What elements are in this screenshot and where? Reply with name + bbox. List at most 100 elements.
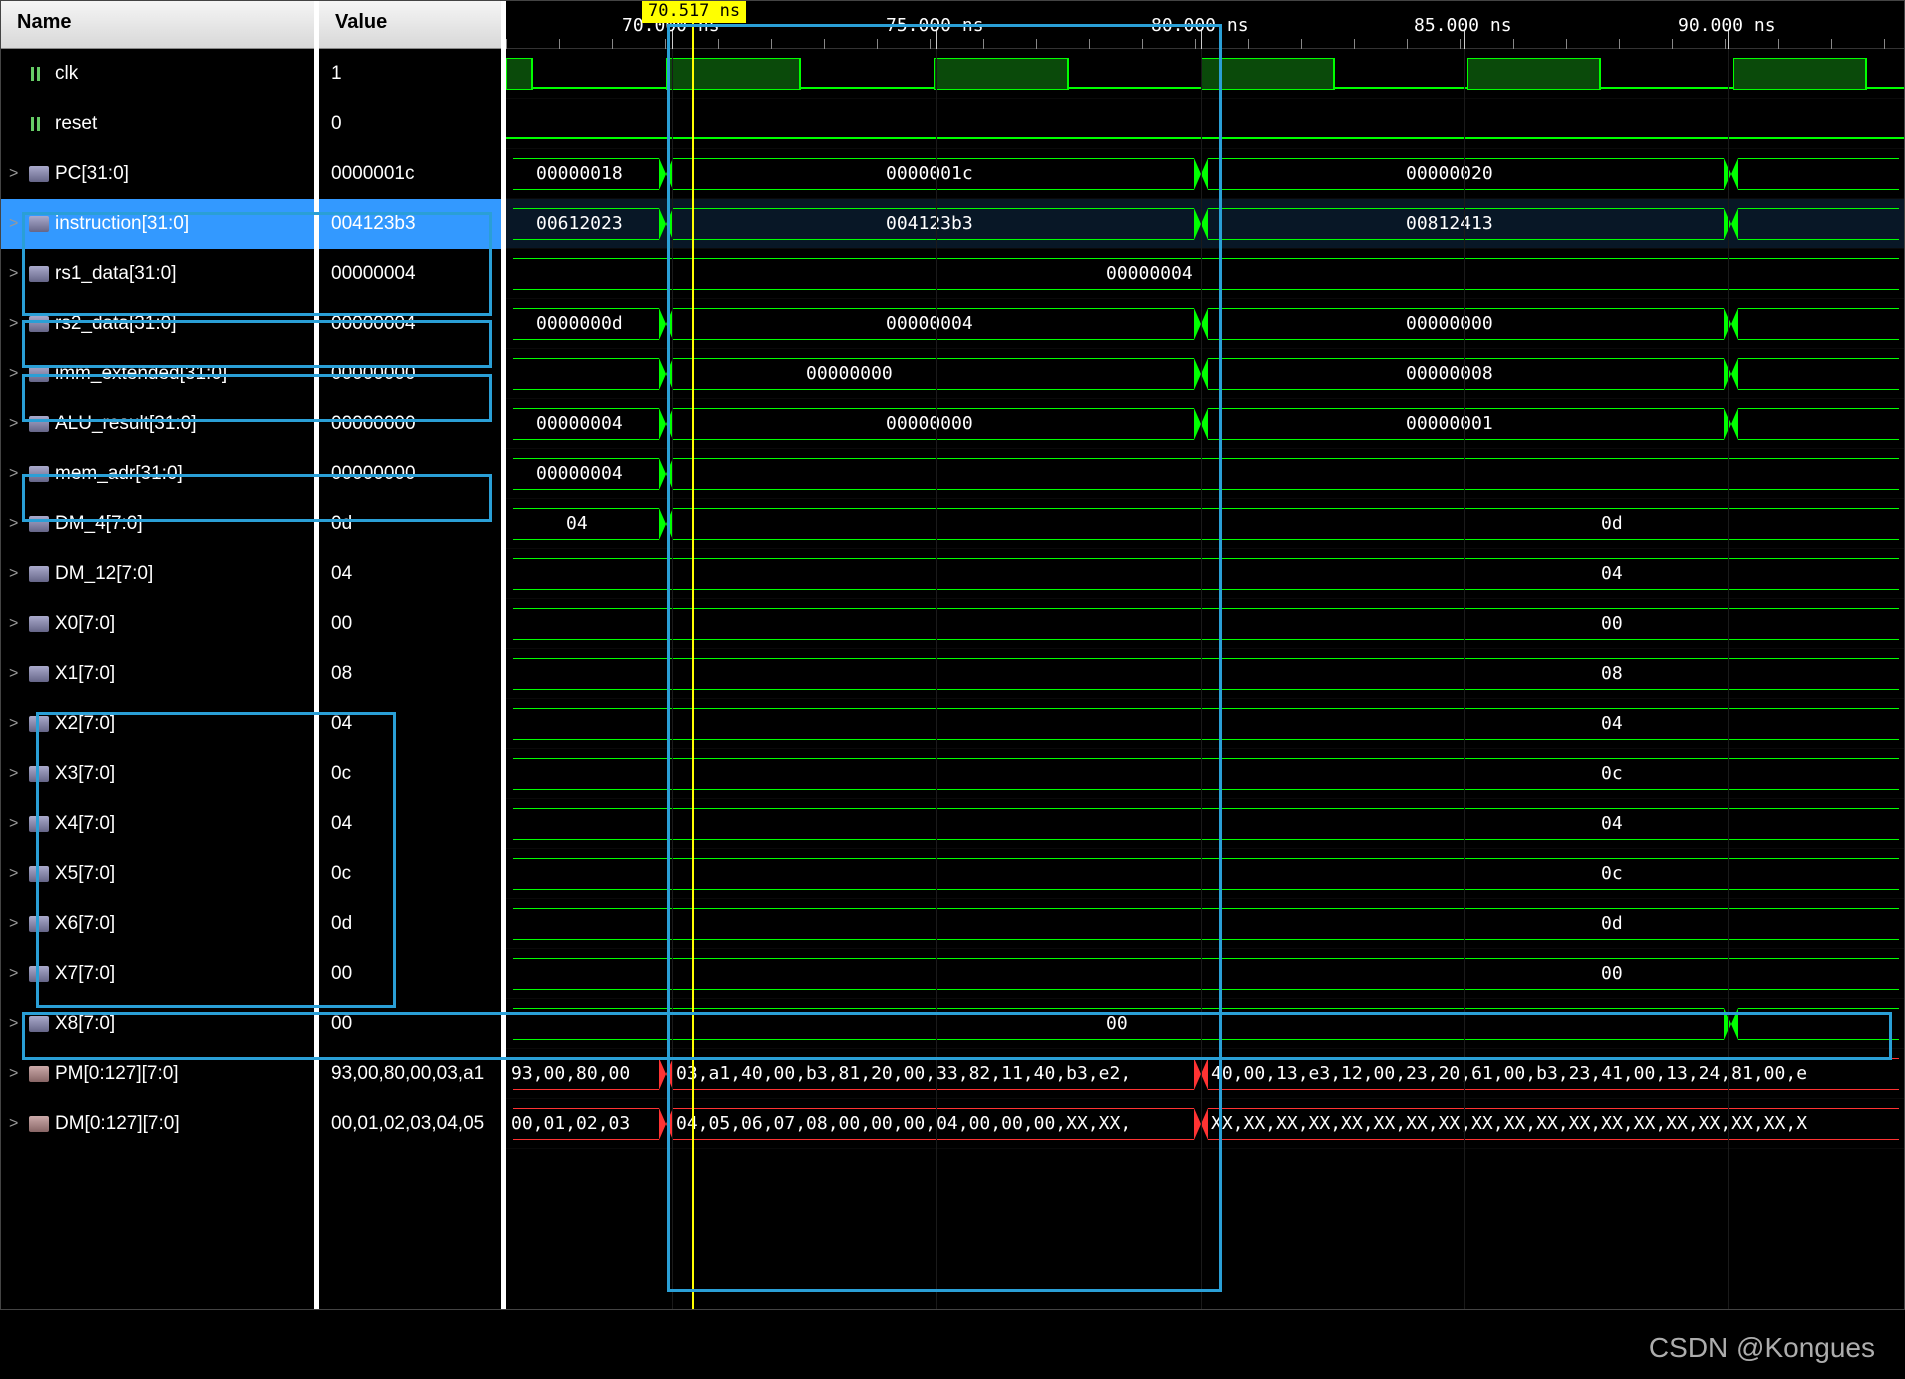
signal-name-row[interactable]: clk xyxy=(1,49,314,99)
signal-value-row[interactable]: 1 xyxy=(319,49,501,99)
signal-value-row[interactable]: 0000001c xyxy=(319,149,501,199)
signal-name-row[interactable]: >DM_4[7:0] xyxy=(1,499,314,549)
signal-name-row[interactable]: >ALU_result[31:0] xyxy=(1,399,314,449)
cursor-line[interactable] xyxy=(692,1,694,1309)
expand-icon[interactable]: > xyxy=(9,365,23,383)
bus-value-label: 00612023 xyxy=(536,213,623,234)
waveform-row[interactable] xyxy=(506,99,1904,149)
signal-value-row[interactable]: 0d xyxy=(319,899,501,949)
signal-name-row[interactable]: >rs2_data[31:0] xyxy=(1,299,314,349)
signal-value-row[interactable]: 00 xyxy=(319,599,501,649)
signal-type-icon xyxy=(29,466,49,482)
signal-value-row[interactable]: 0c xyxy=(319,749,501,799)
expand-icon[interactable]: > xyxy=(9,615,23,633)
signal-value-row[interactable]: 004123b3 xyxy=(319,199,501,249)
expand-icon[interactable]: > xyxy=(9,665,23,683)
expand-icon[interactable]: > xyxy=(9,915,23,933)
signal-name-row[interactable]: >mem_adr[31:0] xyxy=(1,449,314,499)
waveform-row[interactable]: 0d xyxy=(506,899,1904,949)
signal-value-row[interactable]: 0c xyxy=(319,849,501,899)
signal-type-icon xyxy=(29,666,49,682)
signal-name-row[interactable]: >DM_12[7:0] xyxy=(1,549,314,599)
signal-name-row[interactable]: > X5[7:0] xyxy=(1,849,314,899)
waveform-row[interactable]: 00000004 xyxy=(506,449,1904,499)
expand-icon[interactable]: > xyxy=(9,415,23,433)
waveform-row[interactable]: 08 xyxy=(506,649,1904,699)
signal-name-row[interactable]: >X7[7:0] xyxy=(1,949,314,999)
signal-name-row[interactable]: >X8[7:0] xyxy=(1,999,314,1049)
waveform-row[interactable]: 00 xyxy=(506,599,1904,649)
signal-value-row[interactable]: 0d xyxy=(319,499,501,549)
signal-name-label: X5[7:0] xyxy=(55,863,115,885)
signal-value-row[interactable]: 04 xyxy=(319,549,501,599)
expand-icon[interactable]: > xyxy=(9,215,23,233)
signal-value-row[interactable]: 00,01,02,03,04,05 xyxy=(319,1099,501,1149)
signal-value-row[interactable]: 00000000 xyxy=(319,399,501,449)
waveform-row[interactable]: 0000000000000008 xyxy=(506,349,1904,399)
waveform-row[interactable]: 04 xyxy=(506,549,1904,599)
expand-icon[interactable]: > xyxy=(9,315,23,333)
bus-value-label: 00 xyxy=(1601,613,1623,634)
signal-value-row[interactable]: 0 xyxy=(319,99,501,149)
signal-value-row[interactable]: 00000004 xyxy=(319,299,501,349)
expand-icon[interactable]: > xyxy=(9,465,23,483)
signal-value-row[interactable]: 08 xyxy=(319,649,501,699)
signal-value-row[interactable]: 00000000 xyxy=(319,449,501,499)
waveform-row[interactable]: 0000000d0000000400000000 xyxy=(506,299,1904,349)
signal-name-row[interactable]: >X2[7:0] xyxy=(1,699,314,749)
signal-value-row[interactable]: 93,00,80,00,03,a1 xyxy=(319,1049,501,1099)
signal-name-row[interactable]: >X6[7:0] xyxy=(1,899,314,949)
expand-icon[interactable]: > xyxy=(9,965,23,983)
waveform-row[interactable]: 00,01,02,0304,05,06,07,08,00,00,00,04,00… xyxy=(506,1099,1904,1149)
signal-value-label: 1 xyxy=(331,63,342,85)
cursor-flag[interactable]: 70.517 ns xyxy=(642,1,746,23)
signal-name-row[interactable]: >PC[31:0] xyxy=(1,149,314,199)
signal-value-row[interactable]: 04 xyxy=(319,699,501,749)
waveform-row[interactable]: 93,00,80,0003,a1,40,00,b3,81,20,00,33,82… xyxy=(506,1049,1904,1099)
waveform-row[interactable]: 000000040000000000000001 xyxy=(506,399,1904,449)
signal-name-row[interactable]: >X1[7:0] xyxy=(1,649,314,699)
waveform-row[interactable]: 040d xyxy=(506,499,1904,549)
signal-name-row[interactable]: >PM[0:127][7:0] xyxy=(1,1049,314,1099)
expand-icon[interactable]: > xyxy=(9,565,23,583)
waveform-row[interactable]: 0c xyxy=(506,849,1904,899)
signal-name-label: X0[7:0] xyxy=(55,613,115,635)
expand-icon[interactable]: > xyxy=(9,865,23,883)
signal-name-row[interactable]: >instruction[31:0] xyxy=(1,199,314,249)
signal-type-icon xyxy=(29,1066,49,1082)
expand-icon[interactable]: > xyxy=(9,1115,23,1133)
signal-value-row[interactable]: 00 xyxy=(319,999,501,1049)
signal-name-row[interactable]: >X4[7:0] xyxy=(1,799,314,849)
waveform-row[interactable]: 00 xyxy=(506,999,1904,1049)
expand-icon[interactable]: > xyxy=(9,715,23,733)
waveform-row[interactable]: 000000180000001c00000020 xyxy=(506,149,1904,199)
waveform-row[interactable]: 00 xyxy=(506,949,1904,999)
signal-name-row[interactable]: >rs1_data[31:0] xyxy=(1,249,314,299)
signal-name-row[interactable]: > X0[7:0] xyxy=(1,599,314,649)
signal-name-row[interactable]: > X3[7:0] xyxy=(1,749,314,799)
expand-icon[interactable]: > xyxy=(9,165,23,183)
signal-name-row[interactable]: >imm_extended[31:0] xyxy=(1,349,314,399)
waveform-row[interactable]: 00612023004123b300812413 xyxy=(506,199,1904,249)
waveform-panel[interactable]: 70.517 ns 70.000 ns75.000 ns80.000 ns85.… xyxy=(506,1,1904,1309)
signal-value-row[interactable]: 00000004 xyxy=(319,249,501,299)
signal-value-row[interactable]: 04 xyxy=(319,799,501,849)
signal-value-row[interactable]: 00 xyxy=(319,949,501,999)
signal-value-row[interactable]: 00000000 xyxy=(319,349,501,399)
signal-name-row[interactable]: reset xyxy=(1,99,314,149)
waveform-row[interactable]: 0c xyxy=(506,749,1904,799)
bus-value-label: 40,00,13,e3,12,00,23,20,61,00,b3,23,41,0… xyxy=(1211,1063,1807,1084)
waveform-row[interactable]: 00000004 xyxy=(506,249,1904,299)
signal-name-label: X3[7:0] xyxy=(55,763,115,785)
expand-icon[interactable]: > xyxy=(9,1015,23,1033)
expand-icon[interactable]: > xyxy=(9,515,23,533)
expand-icon[interactable]: > xyxy=(9,815,23,833)
expand-icon[interactable]: > xyxy=(9,1065,23,1083)
waveform-row[interactable]: 04 xyxy=(506,799,1904,849)
waveform-row[interactable]: 04 xyxy=(506,699,1904,749)
signal-name-row[interactable]: >DM[0:127][7:0] xyxy=(1,1099,314,1149)
expand-icon[interactable]: > xyxy=(9,265,23,283)
bus-value-label: 04,05,06,07,08,00,00,00,04,00,00,00,XX,X… xyxy=(676,1113,1131,1134)
waveform-row[interactable] xyxy=(506,49,1904,99)
expand-icon[interactable]: > xyxy=(9,765,23,783)
